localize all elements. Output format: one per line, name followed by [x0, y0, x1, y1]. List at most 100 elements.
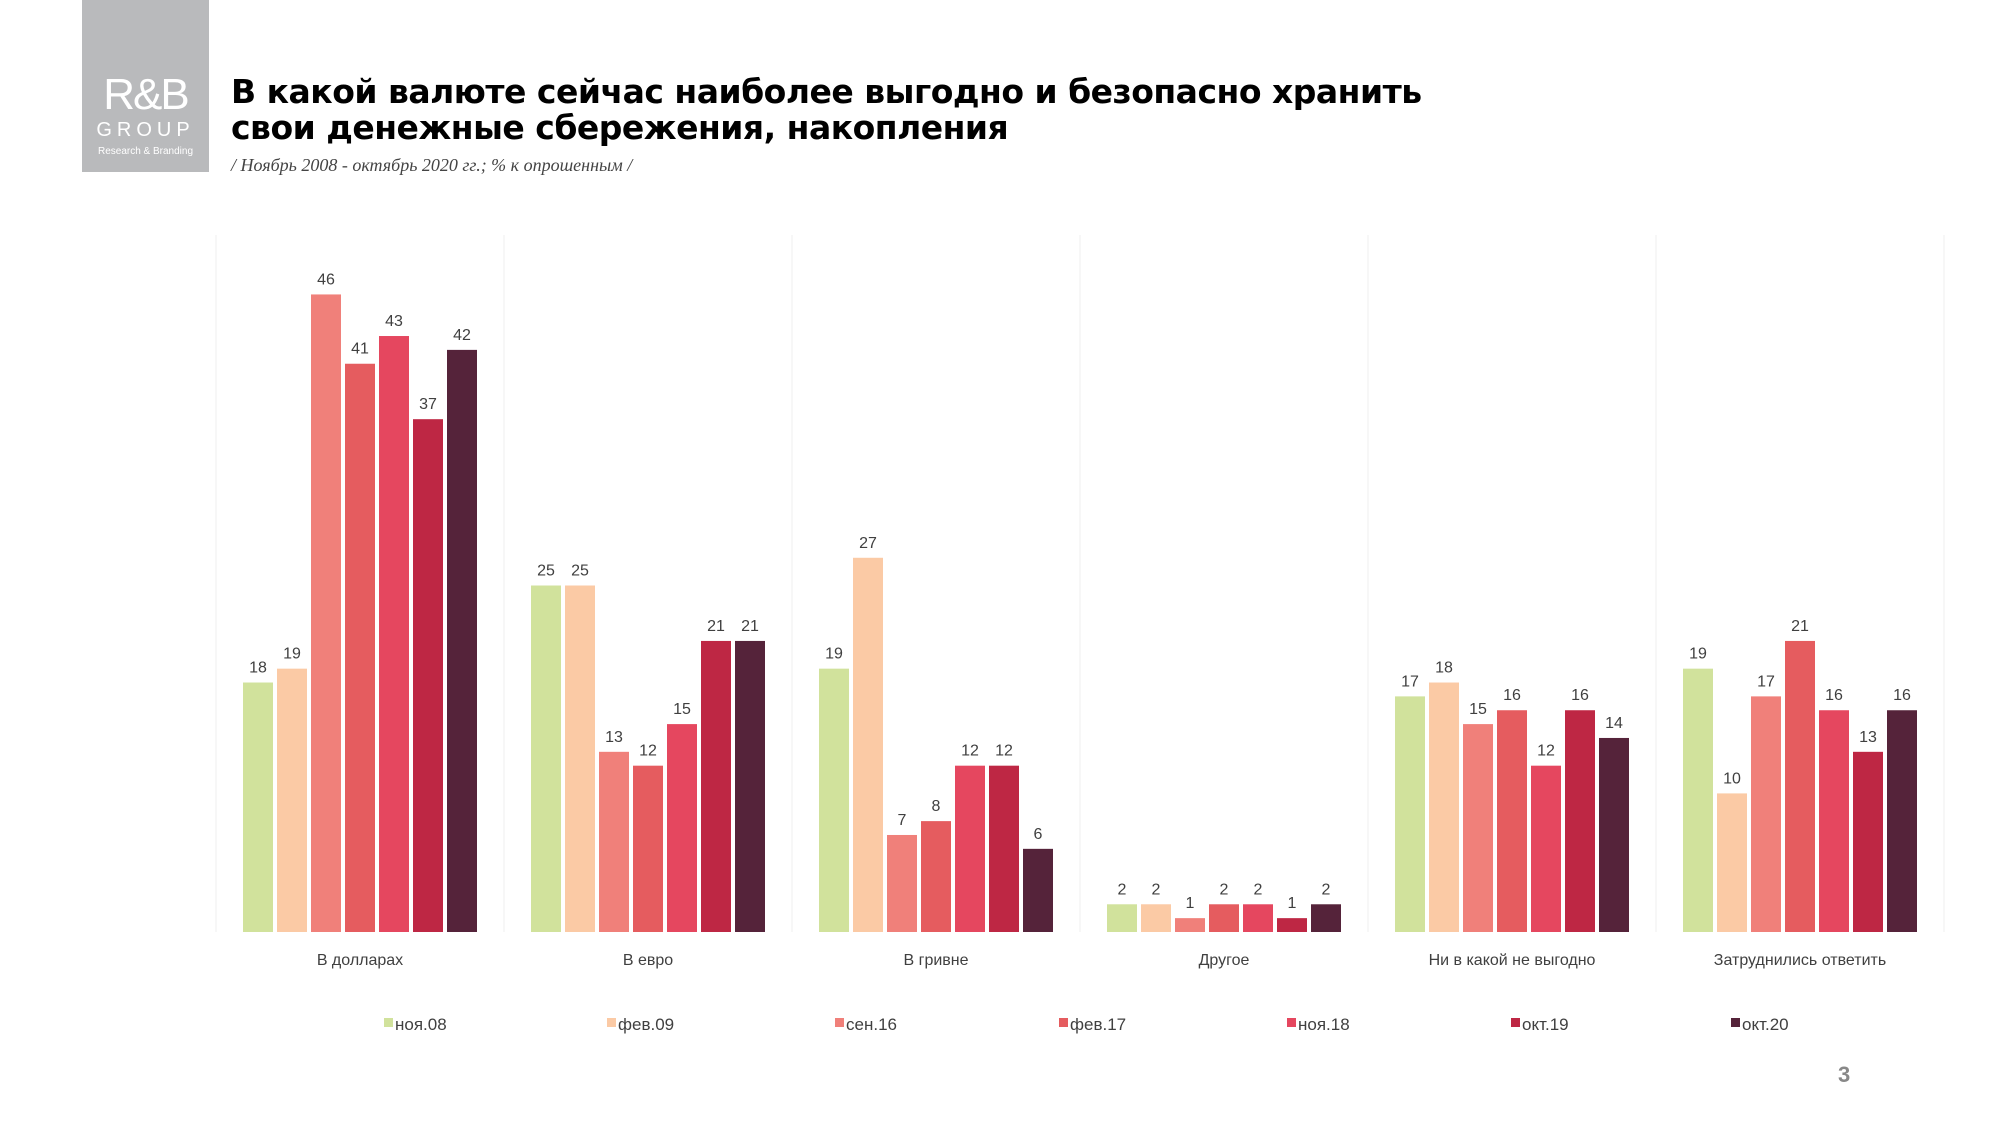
data-label: 18 [1435, 660, 1453, 677]
logo-group-text: GROUP [96, 119, 195, 141]
category-label: Затруднились ответить [1714, 952, 1886, 969]
logo-mark: R&B [103, 70, 189, 119]
bar-фев.17-4 [1497, 710, 1527, 932]
legend-swatch [1287, 1018, 1296, 1027]
data-label: 25 [537, 563, 555, 580]
bar-фев.09-3 [1141, 904, 1171, 932]
data-label: 1 [1186, 895, 1195, 912]
bar-ноя.18-2 [955, 765, 985, 932]
data-label: 6 [1034, 826, 1043, 843]
legend-label: окт.19 [1522, 1015, 1569, 1034]
bar-окт.20-5 [1887, 710, 1917, 932]
data-label: 2 [1152, 881, 1161, 898]
data-label: 19 [825, 646, 843, 663]
bar-сен.16-4 [1463, 724, 1493, 932]
data-label: 37 [419, 396, 437, 413]
data-label: 2 [1118, 881, 1127, 898]
legend-label: окт.20 [1742, 1015, 1789, 1034]
title-line-1: В какой валюте сейчас наиболее выгодно и… [231, 72, 1422, 111]
data-label: 19 [283, 646, 301, 663]
legend-label: ноя.18 [1298, 1015, 1350, 1034]
bar-сен.16-2 [887, 834, 917, 932]
data-label: 17 [1757, 673, 1775, 690]
data-label: 12 [995, 743, 1013, 760]
data-label: 27 [859, 535, 877, 552]
data-label: 14 [1605, 715, 1623, 732]
bar-окт.19-4 [1565, 710, 1595, 932]
data-label: 12 [639, 743, 657, 760]
bar-сен.16-1 [599, 751, 629, 932]
legend-label: фев.09 [618, 1015, 674, 1034]
data-label: 8 [932, 798, 941, 815]
data-label: 17 [1401, 673, 1419, 690]
bar-ноя.18-1 [667, 724, 697, 932]
legend-swatch [1731, 1018, 1740, 1027]
data-label: 10 [1723, 770, 1741, 787]
data-label: 2 [1220, 881, 1229, 898]
legend-swatch [607, 1018, 616, 1027]
bar-ноя.18-0 [379, 336, 409, 932]
data-label: 16 [1893, 687, 1911, 704]
bar-сен.16-5 [1751, 696, 1781, 932]
data-label: 25 [571, 563, 589, 580]
bar-фев.17-5 [1785, 640, 1815, 932]
data-label: 19 [1689, 646, 1707, 663]
legend-label: фев.17 [1070, 1015, 1126, 1034]
bar-фев.17-0 [345, 363, 375, 932]
logo: R&B GROUP Research & Branding [82, 0, 209, 172]
bar-ноя.08-3 [1107, 904, 1137, 932]
bar-окт.19-3 [1277, 918, 1307, 932]
bar-фев.09-1 [565, 585, 595, 932]
data-label: 16 [1571, 687, 1589, 704]
bar-ноя.18-3 [1243, 904, 1273, 932]
bar-фев.09-2 [853, 557, 883, 932]
bar-окт.20-4 [1599, 737, 1629, 932]
data-label: 46 [317, 271, 335, 288]
data-label: 21 [741, 618, 759, 635]
legend-swatch [835, 1018, 844, 1027]
bar-ноя.08-2 [819, 668, 849, 932]
bar-фев.17-3 [1209, 904, 1239, 932]
data-label: 15 [1469, 701, 1487, 718]
legend-swatch [1511, 1018, 1520, 1027]
bar-фев.09-5 [1717, 793, 1747, 932]
bar-окт.19-5 [1853, 751, 1883, 932]
bar-ноя.08-5 [1683, 668, 1713, 932]
data-label: 13 [1859, 729, 1877, 746]
data-label: 21 [1791, 618, 1809, 635]
bar-ноя.18-5 [1819, 710, 1849, 932]
data-label: 12 [961, 743, 979, 760]
data-label: 21 [707, 618, 725, 635]
bar-окт.19-0 [413, 419, 443, 932]
data-label: 12 [1537, 743, 1555, 760]
legend-label: ноя.08 [395, 1015, 447, 1034]
data-label: 18 [249, 660, 267, 677]
bar-сен.16-0 [311, 294, 341, 932]
legend-label: сен.16 [846, 1015, 897, 1034]
data-label: 42 [453, 327, 471, 344]
category-label: В евро [623, 952, 673, 969]
data-label: 15 [673, 701, 691, 718]
bar-окт.20-1 [735, 640, 765, 932]
bar-ноя.08-4 [1395, 696, 1425, 932]
page-number: 3 [1838, 1062, 1851, 1087]
page-title: В какой валюте сейчас наиболее выгодно и… [231, 74, 1422, 146]
data-label: 7 [898, 812, 907, 829]
bar-сен.16-3 [1175, 918, 1205, 932]
bar-фев.17-2 [921, 821, 951, 932]
bar-окт.19-1 [701, 640, 731, 932]
bar-ноя.08-1 [531, 585, 561, 932]
bar-окт.20-0 [447, 349, 477, 932]
bar-окт.20-3 [1311, 904, 1341, 932]
bar-фев.09-4 [1429, 682, 1459, 932]
bar-фев.17-1 [633, 765, 663, 932]
data-label: 13 [605, 729, 623, 746]
title-line-2: свои денежные сбережения, накопления [231, 108, 1009, 147]
category-label: Ни в какой не выгодно [1429, 952, 1596, 969]
legend-swatch [384, 1018, 393, 1027]
legend-swatch [1059, 1018, 1068, 1027]
data-label: 1 [1288, 895, 1297, 912]
category-label: В гривне [903, 952, 968, 969]
data-label: 2 [1254, 881, 1263, 898]
